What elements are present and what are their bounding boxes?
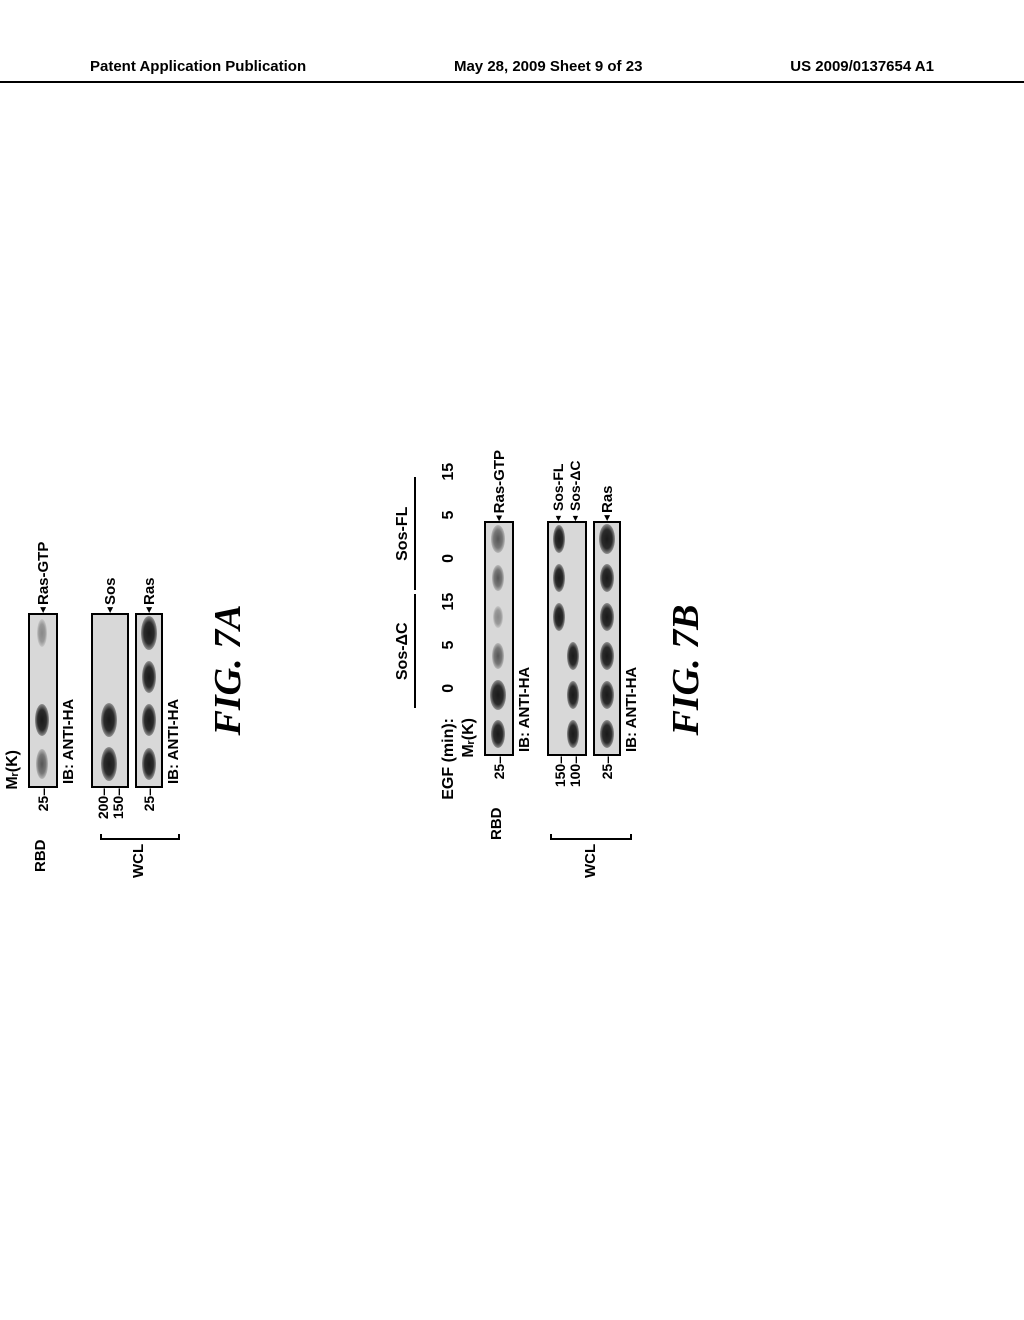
blot-sos: 200–150– Sos bbox=[91, 450, 129, 820]
lane-header-cell: 5 bbox=[440, 493, 458, 536]
rbd-label: RBD bbox=[488, 808, 505, 841]
row-mr-label: Mᵣ(K) bbox=[4, 742, 22, 820]
band bbox=[600, 564, 614, 592]
lane-header-cell: 0 bbox=[440, 537, 458, 580]
lane-header-cell: - bbox=[0, 669, 2, 742]
row-egf: EGF: -+-+ bbox=[0, 450, 2, 820]
blot-ras: 25– Ras bbox=[593, 450, 621, 788]
band bbox=[567, 681, 579, 709]
band bbox=[36, 749, 48, 779]
stack-label: Sos-FL bbox=[550, 460, 567, 513]
band bbox=[493, 606, 503, 628]
row-mr: Mᵣ(K) bbox=[460, 450, 478, 820]
header-center: May 28, 2009 Sheet 9 of 23 bbox=[454, 58, 642, 75]
blot-sos: 150–100– Sos-FLSos-ΔC bbox=[547, 450, 587, 788]
blot-ras: 25– Ras bbox=[135, 450, 163, 820]
group-label: Sos-ΔC bbox=[394, 618, 411, 684]
wcl-label: WCL bbox=[582, 844, 599, 878]
band bbox=[553, 525, 565, 553]
blot-ras-gtp: RBD 25– Ras-GTP bbox=[28, 450, 58, 820]
row-mr-label: Mᵣ(K) bbox=[460, 710, 478, 820]
mw-label: 25– bbox=[492, 756, 506, 788]
lane-header-cell: - bbox=[0, 523, 2, 596]
row-mr: Mᵣ(K) bbox=[4, 450, 22, 820]
stack-label: Sos-ΔC bbox=[567, 460, 584, 513]
band bbox=[141, 616, 157, 650]
row-egf-label: EGF (min): bbox=[440, 710, 458, 820]
band bbox=[600, 681, 614, 709]
band bbox=[142, 704, 156, 736]
blot-box bbox=[484, 521, 514, 756]
mw-label: 25– bbox=[600, 756, 614, 788]
blot-box bbox=[547, 521, 587, 756]
ib-label: IB: ANTI-HA bbox=[623, 450, 640, 752]
figure-label-7b: FIG. 7B bbox=[664, 450, 708, 890]
mw-label: 100– bbox=[568, 756, 582, 788]
ib-label: IB: ANTI-HA bbox=[516, 450, 533, 752]
figure-7a: Sos: ++-- EGF: -+-+ Mᵣ(K) RBD 25– Ras-GT… bbox=[0, 450, 340, 890]
band bbox=[567, 720, 579, 748]
band bbox=[142, 661, 156, 693]
lane-header-cell: + bbox=[0, 596, 2, 669]
sos-arrow: Sos bbox=[102, 577, 119, 605]
rbd-label: RBD bbox=[32, 840, 49, 873]
mw-label: 25– bbox=[142, 788, 156, 820]
band bbox=[567, 642, 579, 670]
blot-box bbox=[135, 613, 163, 788]
band bbox=[492, 565, 504, 591]
mw-label: 25– bbox=[36, 788, 50, 820]
group-header: Sos-ΔCSos-FL bbox=[414, 475, 436, 710]
band bbox=[600, 720, 614, 748]
blot-box bbox=[28, 613, 58, 788]
ras-gtp-arrow: Ras-GTP bbox=[35, 542, 52, 605]
band bbox=[553, 603, 565, 631]
blot-box bbox=[91, 613, 129, 788]
mw-label: 150– bbox=[111, 788, 125, 820]
ib-label: IB: ANTI-HA bbox=[165, 450, 182, 784]
lane-header-cell: 0 bbox=[440, 667, 458, 710]
wcl-bracket bbox=[100, 834, 180, 840]
row-egf: EGF (min): 05150515 bbox=[440, 450, 458, 820]
ib-label: IB: ANTI-HA bbox=[60, 450, 77, 784]
band bbox=[599, 524, 615, 554]
band bbox=[490, 680, 506, 710]
ras-arrow: Ras bbox=[599, 485, 616, 513]
header-left: Patent Application Publication bbox=[90, 58, 306, 75]
band bbox=[600, 603, 614, 631]
band bbox=[101, 703, 117, 737]
group-label: Sos-FL bbox=[394, 503, 411, 565]
lane-header-cell: 5 bbox=[440, 623, 458, 666]
band bbox=[492, 643, 504, 669]
wcl-bracket bbox=[550, 834, 632, 840]
ras-gtp-arrow: Ras-GTP bbox=[491, 450, 508, 513]
band bbox=[553, 564, 565, 592]
mw-label: 150– bbox=[553, 756, 567, 788]
band bbox=[37, 619, 47, 647]
lane-header-cell: + bbox=[0, 450, 2, 523]
blot-ras-gtp: RBD 25– Ras-GTP bbox=[484, 450, 514, 788]
lane-header-cell: 15 bbox=[440, 450, 458, 493]
figure-label-7a: FIG. 7A bbox=[206, 450, 250, 890]
row-egf-label: EGF: bbox=[0, 742, 2, 820]
band bbox=[35, 704, 49, 736]
blot-box bbox=[593, 521, 621, 756]
panel-a-assay: Sos: ++-- EGF: -+-+ Mᵣ(K) RBD 25– Ras-GT… bbox=[0, 450, 182, 820]
lane-header-cell: 15 bbox=[440, 580, 458, 623]
figure-7b: Sos-ΔCSos-FL EGF (min): 05150515 Mᵣ(K) R… bbox=[410, 450, 790, 890]
header-right: US 2009/0137654 A1 bbox=[790, 58, 934, 75]
band bbox=[491, 525, 505, 553]
mw-label: 200– bbox=[96, 788, 110, 820]
wcl-label: WCL bbox=[130, 844, 147, 878]
page-header: Patent Application Publication May 28, 2… bbox=[0, 58, 1024, 83]
panel-b-assay: Sos-ΔCSos-FL EGF (min): 05150515 Mᵣ(K) R… bbox=[414, 450, 640, 820]
sos-stack-labels: Sos-FLSos-ΔC bbox=[550, 460, 584, 513]
ras-arrow: Ras bbox=[141, 577, 158, 605]
band bbox=[142, 748, 156, 780]
band bbox=[491, 720, 505, 748]
band bbox=[600, 642, 614, 670]
band bbox=[101, 747, 117, 781]
